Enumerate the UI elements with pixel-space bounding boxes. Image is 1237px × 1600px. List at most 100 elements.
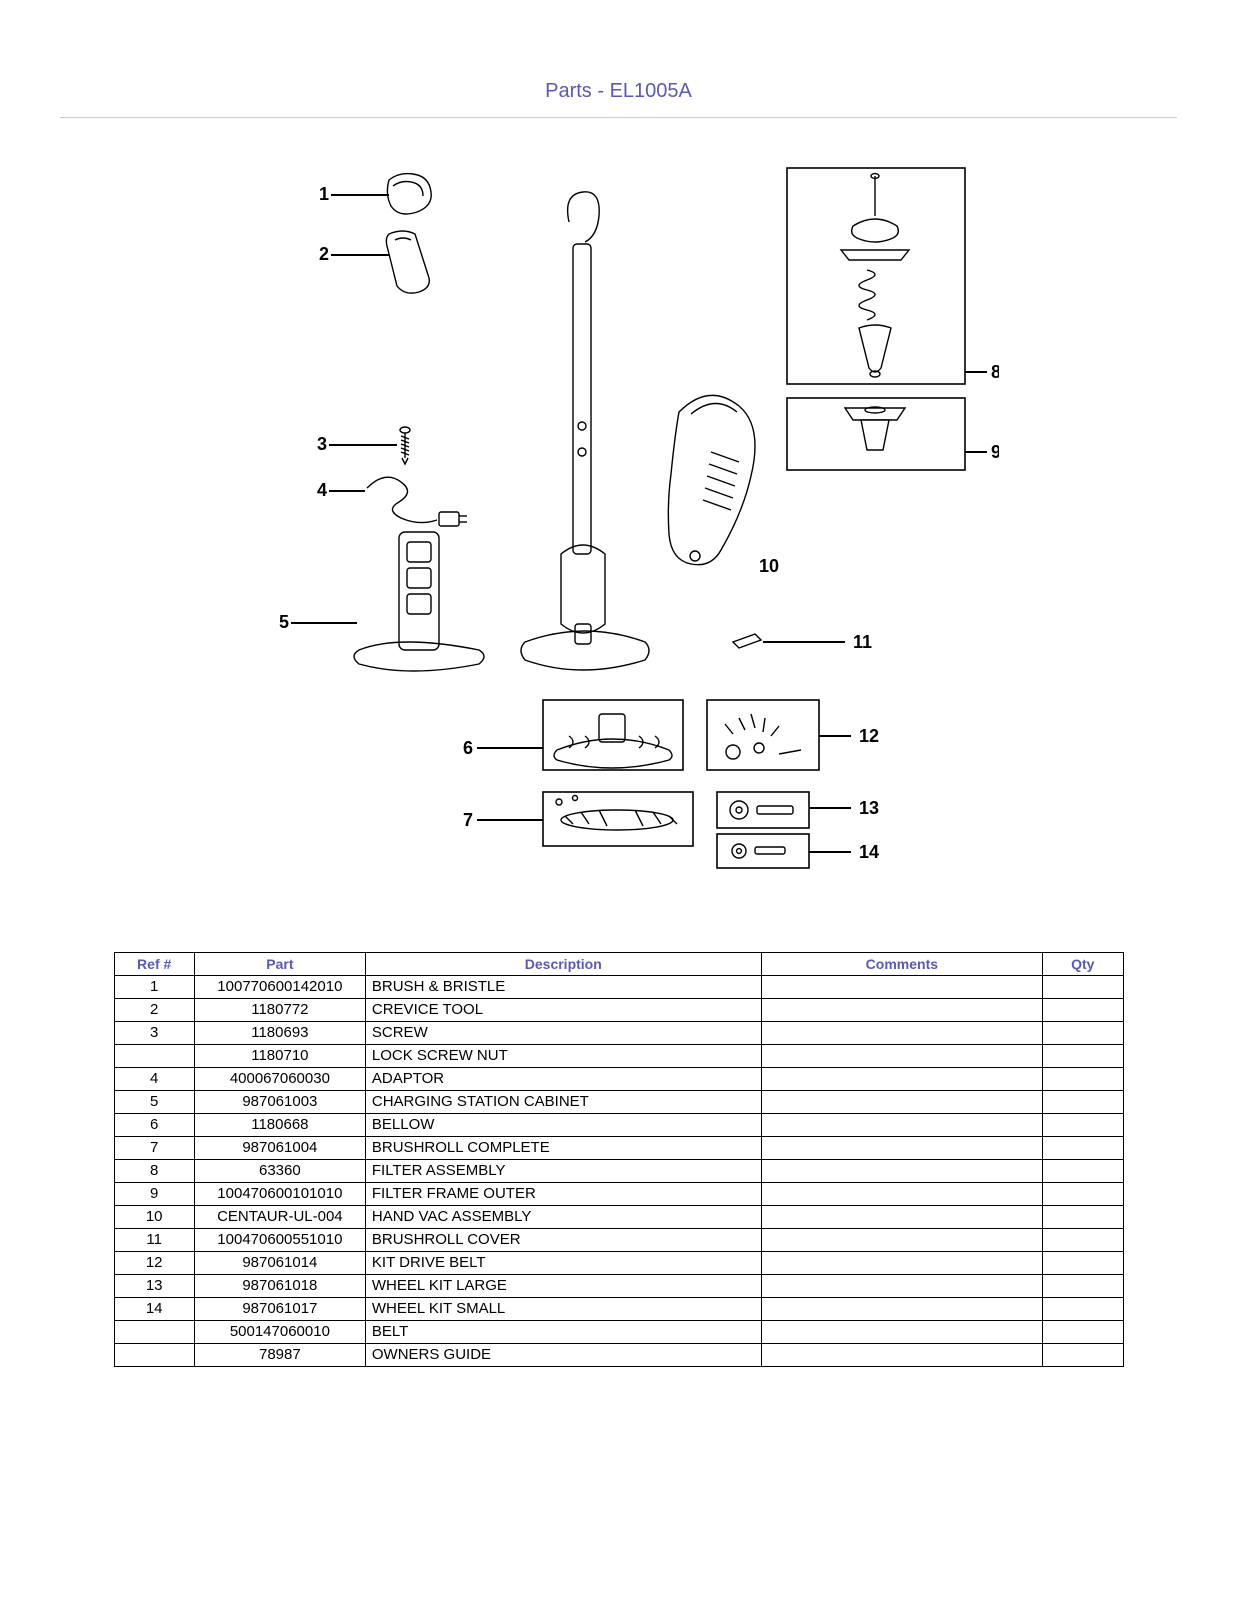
cell-ref: 2 [114, 999, 194, 1022]
cell-qty [1043, 1160, 1123, 1183]
table-row: 5987061003CHARGING STATION CABINET [114, 1091, 1123, 1114]
cell-comments [761, 1160, 1042, 1183]
table-header-row: Ref # Part Description Comments Qty [114, 953, 1123, 976]
table-row: 31180693SCREW [114, 1022, 1123, 1045]
cell-qty [1043, 1229, 1123, 1252]
cell-comments [761, 1137, 1042, 1160]
header-ref: Ref # [114, 953, 194, 976]
cell-comments [761, 1206, 1042, 1229]
cell-desc: ADAPTOR [365, 1068, 761, 1091]
cell-part: 1180693 [194, 1022, 365, 1045]
cell-comments [761, 1275, 1042, 1298]
cell-ref [114, 1344, 194, 1367]
callout-2: 2 [319, 244, 329, 264]
callout-8: 8 [991, 362, 999, 382]
cell-part: 100470600551010 [194, 1229, 365, 1252]
cell-part: 987061018 [194, 1275, 365, 1298]
title-divider [60, 117, 1177, 118]
table-row: 12987061014KIT DRIVE BELT [114, 1252, 1123, 1275]
cell-ref: 12 [114, 1252, 194, 1275]
cell-ref: 13 [114, 1275, 194, 1298]
callout-4: 4 [317, 480, 327, 500]
cell-qty [1043, 1114, 1123, 1137]
cell-part: 987061014 [194, 1252, 365, 1275]
cell-ref: 4 [114, 1068, 194, 1091]
header-qty: Qty [1043, 953, 1123, 976]
callout-11: 11 [853, 632, 872, 652]
cell-part: 987061017 [194, 1298, 365, 1321]
cell-qty [1043, 1252, 1123, 1275]
cell-comments [761, 1114, 1042, 1137]
cell-comments [761, 999, 1042, 1022]
cell-desc: BRUSHROLL COMPLETE [365, 1137, 761, 1160]
cell-comments [761, 1183, 1042, 1206]
cell-part: CENTAUR-UL-004 [194, 1206, 365, 1229]
cell-desc: BRUSHROLL COVER [365, 1229, 761, 1252]
callout-1: 1 [319, 184, 329, 204]
cell-ref: 8 [114, 1160, 194, 1183]
header-part: Part [194, 953, 365, 976]
table-row: 7987061004BRUSHROLL COMPLETE [114, 1137, 1123, 1160]
cell-part: 400067060030 [194, 1068, 365, 1091]
cell-comments [761, 1321, 1042, 1344]
table-row: 13987061018WHEEL KIT LARGE [114, 1275, 1123, 1298]
table-row: 1180710LOCK SCREW NUT [114, 1045, 1123, 1068]
cell-part: 1180772 [194, 999, 365, 1022]
table-row: 78987OWNERS GUIDE [114, 1344, 1123, 1367]
cell-comments [761, 976, 1042, 999]
cell-ref [114, 1045, 194, 1068]
cell-part: 63360 [194, 1160, 365, 1183]
callout-9: 9 [991, 442, 999, 462]
cell-desc: FILTER ASSEMBLY [365, 1160, 761, 1183]
cell-ref: 3 [114, 1022, 194, 1045]
cell-desc: CHARGING STATION CABINET [365, 1091, 761, 1114]
cell-comments [761, 1068, 1042, 1091]
cell-desc: KIT DRIVE BELT [365, 1252, 761, 1275]
cell-qty [1043, 1091, 1123, 1114]
cell-comments [761, 1091, 1042, 1114]
exploded-diagram: 1 2 3 4 [239, 152, 999, 902]
cell-ref: 14 [114, 1298, 194, 1321]
cell-ref: 1 [114, 976, 194, 999]
cell-desc: LOCK SCREW NUT [365, 1045, 761, 1068]
table-row: 1100770600142010BRUSH & BRISTLE [114, 976, 1123, 999]
callout-12: 12 [859, 726, 879, 746]
cell-ref: 6 [114, 1114, 194, 1137]
cell-qty [1043, 1298, 1123, 1321]
cell-part: 1180668 [194, 1114, 365, 1137]
cell-desc: BRUSH & BRISTLE [365, 976, 761, 999]
callout-14: 14 [859, 842, 879, 862]
table-row: 863360FILTER ASSEMBLY [114, 1160, 1123, 1183]
parts-tbody: 1100770600142010BRUSH & BRISTLE21180772C… [114, 976, 1123, 1367]
cell-desc: SCREW [365, 1022, 761, 1045]
cell-ref: 9 [114, 1183, 194, 1206]
callout-3: 3 [317, 434, 327, 454]
callout-5: 5 [279, 612, 289, 632]
cell-comments [761, 1344, 1042, 1367]
cell-qty [1043, 1183, 1123, 1206]
cell-qty [1043, 1206, 1123, 1229]
cell-qty [1043, 1068, 1123, 1091]
cell-part: 100470600101010 [194, 1183, 365, 1206]
callout-6: 6 [463, 738, 473, 758]
cell-qty [1043, 999, 1123, 1022]
cell-qty [1043, 1022, 1123, 1045]
table-row: 61180668BELLOW [114, 1114, 1123, 1137]
cell-ref: 11 [114, 1229, 194, 1252]
cell-qty [1043, 976, 1123, 999]
cell-part: 987061003 [194, 1091, 365, 1114]
table-row: 10CENTAUR-UL-004HAND VAC ASSEMBLY [114, 1206, 1123, 1229]
cell-ref: 5 [114, 1091, 194, 1114]
cell-qty [1043, 1321, 1123, 1344]
cell-ref [114, 1321, 194, 1344]
page: Parts - EL1005A 1 2 3 [0, 0, 1237, 1600]
cell-desc: CREVICE TOOL [365, 999, 761, 1022]
cell-comments [761, 1298, 1042, 1321]
page-title: Parts - EL1005A [0, 80, 1237, 103]
header-desc: Description [365, 953, 761, 976]
cell-part: 100770600142010 [194, 976, 365, 999]
cell-qty [1043, 1275, 1123, 1298]
header-comments: Comments [761, 953, 1042, 976]
cell-desc: BELLOW [365, 1114, 761, 1137]
callout-7: 7 [463, 810, 473, 830]
